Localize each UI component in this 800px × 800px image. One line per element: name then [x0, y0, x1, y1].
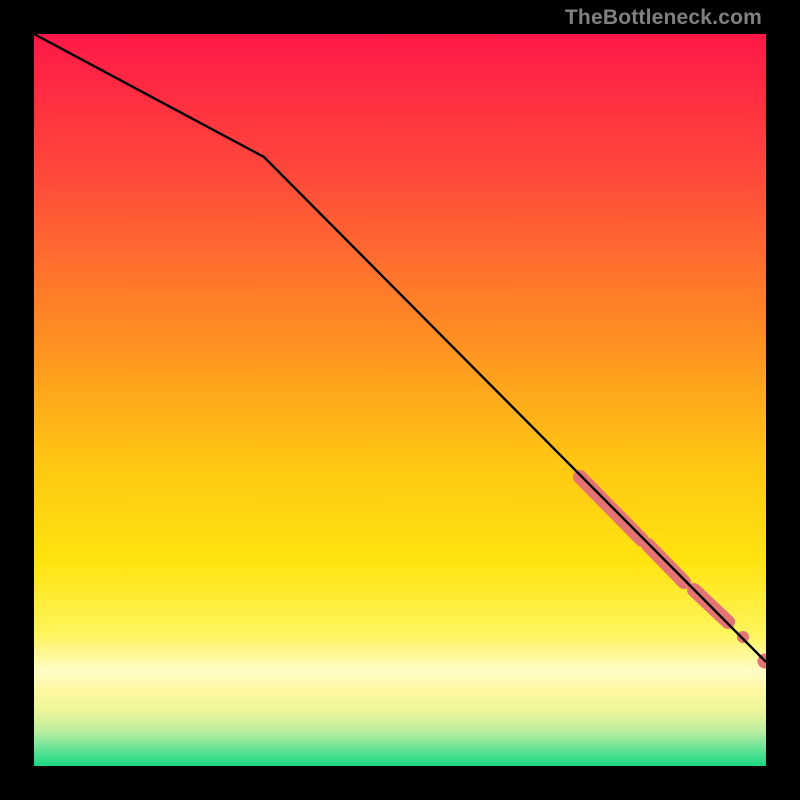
watermark-label: TheBottleneck.com	[565, 6, 762, 30]
marker-dot	[737, 631, 749, 643]
chart-svg	[34, 34, 766, 766]
chart-plot-area	[34, 34, 766, 766]
gradient-background	[34, 34, 766, 766]
